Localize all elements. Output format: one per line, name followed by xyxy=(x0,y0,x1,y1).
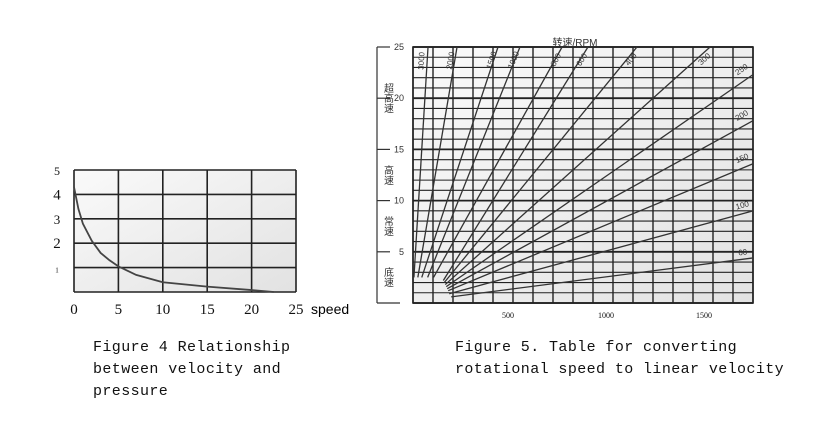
figure-4-chart: 0 5 10 15 20 25 speed 1 2 3 4 5 xyxy=(53,164,349,318)
rpm-line-400 xyxy=(443,46,638,283)
x-tick-label: 0 xyxy=(70,302,78,318)
rpm-line-100 xyxy=(449,210,754,295)
x-tick-label: 1500 xyxy=(696,311,712,320)
rpm-line-150 xyxy=(447,163,754,292)
x-axis-label: speed xyxy=(311,301,349,317)
y-tick-label: 20 xyxy=(394,93,404,103)
speed-band-label-super-high: 超高速 xyxy=(381,83,393,113)
plot-border xyxy=(412,46,754,304)
y-tick-label: 5 xyxy=(399,247,404,257)
y-tick-label: 3 xyxy=(54,212,61,227)
y-tick-label: 4 xyxy=(53,187,61,203)
rpm-line-label: 3000 xyxy=(417,51,427,70)
speed-band-label-low: 底速 xyxy=(381,267,393,287)
rpm-line-label: 2000 xyxy=(445,51,457,71)
rpm-line-label: 100 xyxy=(735,199,751,211)
caption-line: Figure 4 Relationship xyxy=(93,339,291,356)
figure-5-chart: 3000 2000 1500 1000 800 600 400 300250200150100… xyxy=(376,36,754,320)
x-tick-label: 20 xyxy=(244,302,259,318)
rpm-line-2000 xyxy=(417,46,458,278)
x-tick-label: 1000 xyxy=(598,311,614,320)
caption-line: Figure 5. Table for converting xyxy=(455,339,738,356)
x-tick-label: 500 xyxy=(502,311,514,320)
speed-band-label-high: 高速 xyxy=(381,165,393,185)
caption-line: between velocity and xyxy=(93,361,282,378)
rpm-line-1500 xyxy=(421,46,499,278)
caption-line: rotational speed to linear velocity xyxy=(455,361,785,378)
rpm-line-label: 60 xyxy=(738,247,749,257)
rpm-line-600 xyxy=(442,46,589,281)
velocity-pressure-curve xyxy=(73,186,274,293)
rpm-line-200 xyxy=(446,120,754,290)
chart-title: 转速/RPM xyxy=(553,36,598,49)
x-tick-label: 25 xyxy=(289,302,304,318)
y-tick-label: 10 xyxy=(394,196,404,206)
figure-5-caption: Figure 5. Table for converting rotational… xyxy=(455,337,784,381)
plot-area xyxy=(413,47,753,303)
rpm-line-3000 xyxy=(413,46,429,278)
y-tick-label: 5 xyxy=(54,164,60,178)
y-tick-label: 15 xyxy=(394,144,404,154)
speed-band-label-normal: 常速 xyxy=(381,216,393,236)
rpm-line-1000 xyxy=(427,46,521,278)
plot-area xyxy=(74,170,296,292)
y-tick-label: 1 xyxy=(55,267,59,275)
x-tick-label: 10 xyxy=(155,302,170,318)
rpm-line-300 xyxy=(444,46,711,286)
rpm-line-250 xyxy=(445,74,754,288)
y-tick-label: 2 xyxy=(53,236,61,252)
y-tick-label: 25 xyxy=(394,42,404,52)
x-tick-label: 15 xyxy=(200,302,215,318)
figure-4-caption: Figure 4 Relationship between velocity an… xyxy=(93,337,290,403)
rpm-line-800 xyxy=(432,46,563,278)
rpm-line-60 xyxy=(451,257,754,298)
caption-line: pressure xyxy=(93,383,169,400)
x-tick-label: 5 xyxy=(115,302,123,318)
